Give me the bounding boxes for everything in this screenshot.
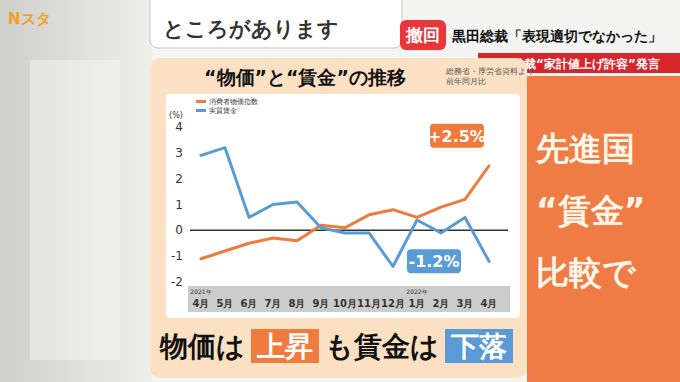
- x-axis-band: [188, 286, 510, 312]
- x-tick-label: 7月: [265, 298, 282, 309]
- caption-box: [251, 329, 319, 363]
- x-tick-label: 5月: [217, 298, 234, 309]
- x-tick-label: 1月: [409, 298, 426, 309]
- caption-highlight: 上昇: [256, 330, 313, 363]
- background: [0, 0, 680, 382]
- y-tick-label: 3: [175, 146, 183, 160]
- x-year-label: 2021年: [190, 288, 211, 295]
- legend-label: 消費者物価指数: [209, 98, 258, 106]
- y-tick-label: 1: [175, 198, 183, 212]
- badge-box: [400, 20, 446, 50]
- chart-title: “物価”と“賃金”の推移: [204, 66, 406, 88]
- x-tick-label: 3月: [457, 298, 474, 309]
- caption-box: [445, 329, 513, 363]
- headline: 黒田総裁「表現適切でなかった」: [451, 28, 662, 44]
- side-text: 先進国: [535, 129, 635, 168]
- x-tick-label: 10月: [333, 298, 357, 309]
- x-tick-label: 4月: [193, 298, 210, 309]
- logo: Nスタ: [8, 10, 51, 28]
- data-label-box: [407, 249, 461, 273]
- caption-text: 物価は: [159, 330, 245, 363]
- side-text: “賃金”: [536, 191, 645, 230]
- legend-swatch: [196, 100, 206, 103]
- caption-text: も賃金は: [325, 330, 439, 363]
- y-tick-label: -2: [171, 275, 183, 289]
- plot-marks: [201, 148, 489, 267]
- x-tick-label: 2月: [433, 298, 450, 309]
- y-tick-label: -1: [171, 249, 183, 263]
- stage: Nスタところがあります撤回黒田総裁「表現適切でなかった」日銀総裁“家計値上げ許容…: [0, 0, 680, 382]
- x-tick-label: 12月: [381, 298, 405, 309]
- source: 総務省・厚労省資料より: [445, 67, 534, 76]
- x-tick-label: 11月: [357, 298, 381, 309]
- side-panel: [527, 76, 680, 382]
- x-tick-label: 6月: [241, 298, 258, 309]
- x-tick-label: 9月: [313, 298, 330, 309]
- plot-card: [166, 94, 520, 318]
- series-line: [201, 148, 489, 267]
- x-tick-label: 4月: [481, 298, 498, 309]
- legend-label: 実質賃金: [209, 107, 237, 115]
- top-box: [150, 0, 402, 48]
- studio-light: [30, 60, 120, 360]
- top-text: ところがあります: [163, 17, 339, 41]
- source: 前年同月比: [446, 77, 486, 86]
- y-axis-label: (%): [169, 111, 183, 120]
- y-tick-label: 0: [175, 223, 183, 237]
- chart-panel: [150, 58, 527, 378]
- zero-line: [190, 230, 508, 232]
- series-line: [201, 166, 489, 259]
- data-label: -1.2%: [408, 252, 459, 271]
- y-tick-label: 4: [175, 120, 183, 134]
- legend-swatch: [196, 109, 206, 112]
- x-year-label: 2022年: [406, 288, 427, 295]
- side-text: 比較で: [536, 253, 637, 292]
- y-tick-label: 2: [175, 172, 183, 186]
- badge: 撤回: [405, 25, 440, 45]
- caption-highlight: 下落: [450, 330, 507, 363]
- x-tick-label: 8月: [289, 298, 306, 309]
- studio-area: [0, 0, 152, 382]
- data-label: +2.5%: [428, 127, 486, 146]
